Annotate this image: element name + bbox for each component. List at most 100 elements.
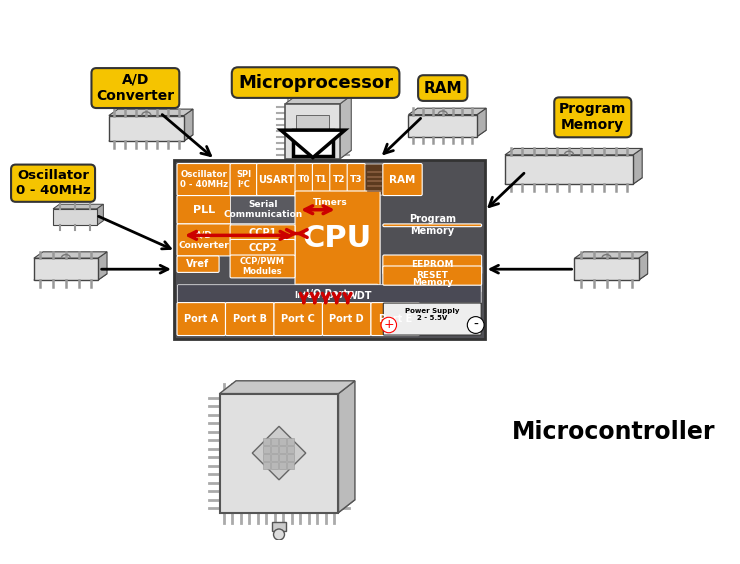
FancyBboxPatch shape: [230, 240, 295, 256]
Polygon shape: [220, 381, 355, 394]
Bar: [271, 446, 278, 453]
Polygon shape: [477, 108, 486, 136]
Bar: [287, 455, 294, 461]
Bar: [287, 438, 294, 445]
FancyBboxPatch shape: [383, 224, 482, 227]
FancyBboxPatch shape: [295, 195, 365, 210]
Polygon shape: [293, 130, 333, 156]
Text: T2: T2: [333, 175, 345, 184]
Polygon shape: [34, 252, 107, 258]
Text: WDT: WDT: [347, 290, 372, 301]
Text: Port E: Port E: [379, 314, 412, 324]
Polygon shape: [574, 252, 648, 258]
FancyBboxPatch shape: [340, 284, 378, 307]
Text: Timers: Timers: [313, 198, 348, 207]
Bar: [287, 462, 294, 469]
Polygon shape: [338, 381, 355, 513]
Text: Memory: Memory: [411, 279, 453, 288]
Polygon shape: [286, 95, 351, 104]
Text: Microprocessor: Microprocessor: [238, 73, 393, 91]
Bar: [279, 438, 286, 445]
FancyBboxPatch shape: [330, 164, 348, 196]
Bar: [271, 438, 278, 445]
Text: Vref: Vref: [186, 259, 209, 269]
FancyBboxPatch shape: [383, 164, 423, 196]
Bar: [272, 522, 286, 531]
Polygon shape: [97, 204, 104, 225]
Polygon shape: [408, 130, 486, 136]
FancyBboxPatch shape: [177, 196, 231, 224]
Polygon shape: [340, 95, 352, 158]
Polygon shape: [34, 258, 98, 280]
Text: CCP1: CCP1: [249, 228, 277, 238]
Polygon shape: [286, 104, 340, 158]
Polygon shape: [252, 426, 306, 480]
Text: CPU: CPU: [303, 223, 372, 253]
Text: PLL: PLL: [193, 205, 215, 215]
Polygon shape: [574, 274, 648, 280]
Text: Oscillator
0 - 40MHz: Oscillator 0 - 40MHz: [16, 169, 90, 197]
FancyBboxPatch shape: [312, 164, 331, 196]
Polygon shape: [109, 116, 184, 141]
Bar: [263, 462, 269, 469]
Text: A/D
Converter: A/D Converter: [178, 230, 229, 250]
FancyBboxPatch shape: [383, 266, 482, 285]
Text: RAM: RAM: [423, 81, 462, 95]
Text: T3: T3: [350, 175, 363, 184]
FancyBboxPatch shape: [323, 302, 371, 336]
Text: +: +: [383, 319, 394, 332]
Text: -: -: [474, 318, 478, 332]
Text: USART: USART: [258, 174, 295, 184]
Polygon shape: [109, 135, 193, 141]
Text: Serial
Communication: Serial Communication: [223, 200, 303, 219]
Polygon shape: [505, 155, 633, 184]
Polygon shape: [281, 130, 345, 157]
FancyBboxPatch shape: [177, 256, 219, 272]
Text: Port B: Port B: [233, 314, 266, 324]
FancyBboxPatch shape: [383, 274, 481, 292]
Bar: [287, 446, 294, 453]
Polygon shape: [109, 109, 193, 116]
Polygon shape: [220, 394, 338, 513]
Bar: [279, 462, 286, 469]
Circle shape: [274, 529, 284, 540]
Polygon shape: [633, 148, 642, 184]
Text: A/D
Converter: A/D Converter: [96, 73, 175, 103]
Polygon shape: [220, 500, 355, 513]
Text: Port C: Port C: [281, 314, 315, 324]
Polygon shape: [505, 178, 642, 184]
Text: Port A: Port A: [184, 314, 218, 324]
Polygon shape: [408, 108, 486, 114]
Polygon shape: [53, 204, 104, 209]
Polygon shape: [184, 109, 193, 141]
Bar: [263, 446, 269, 453]
Bar: [271, 462, 278, 469]
Polygon shape: [574, 258, 639, 280]
FancyBboxPatch shape: [177, 224, 231, 256]
FancyBboxPatch shape: [257, 164, 296, 196]
Bar: [263, 455, 269, 461]
Bar: [279, 446, 286, 453]
FancyBboxPatch shape: [365, 164, 383, 195]
FancyBboxPatch shape: [177, 164, 231, 196]
FancyBboxPatch shape: [295, 191, 380, 285]
Text: I/O Ports: I/O Ports: [306, 289, 353, 299]
Text: Power Supply
2 - 5.5V: Power Supply 2 - 5.5V: [405, 307, 460, 320]
Bar: [263, 438, 269, 445]
FancyBboxPatch shape: [230, 255, 295, 278]
FancyBboxPatch shape: [383, 255, 482, 274]
Polygon shape: [286, 150, 351, 158]
Text: Program
Memory: Program Memory: [408, 214, 456, 236]
FancyBboxPatch shape: [371, 302, 420, 336]
Text: RESET: RESET: [417, 271, 448, 280]
FancyBboxPatch shape: [295, 284, 342, 307]
FancyBboxPatch shape: [230, 164, 258, 196]
Text: Microcontroller: Microcontroller: [512, 420, 716, 444]
Text: T1: T1: [315, 175, 328, 184]
Text: EEPROM: EEPROM: [411, 260, 454, 269]
Polygon shape: [297, 114, 329, 148]
FancyBboxPatch shape: [231, 196, 295, 223]
Text: CCP2: CCP2: [249, 243, 277, 253]
Text: Oscillator
0 - 40MHz: Oscillator 0 - 40MHz: [180, 170, 228, 190]
Polygon shape: [34, 274, 107, 280]
